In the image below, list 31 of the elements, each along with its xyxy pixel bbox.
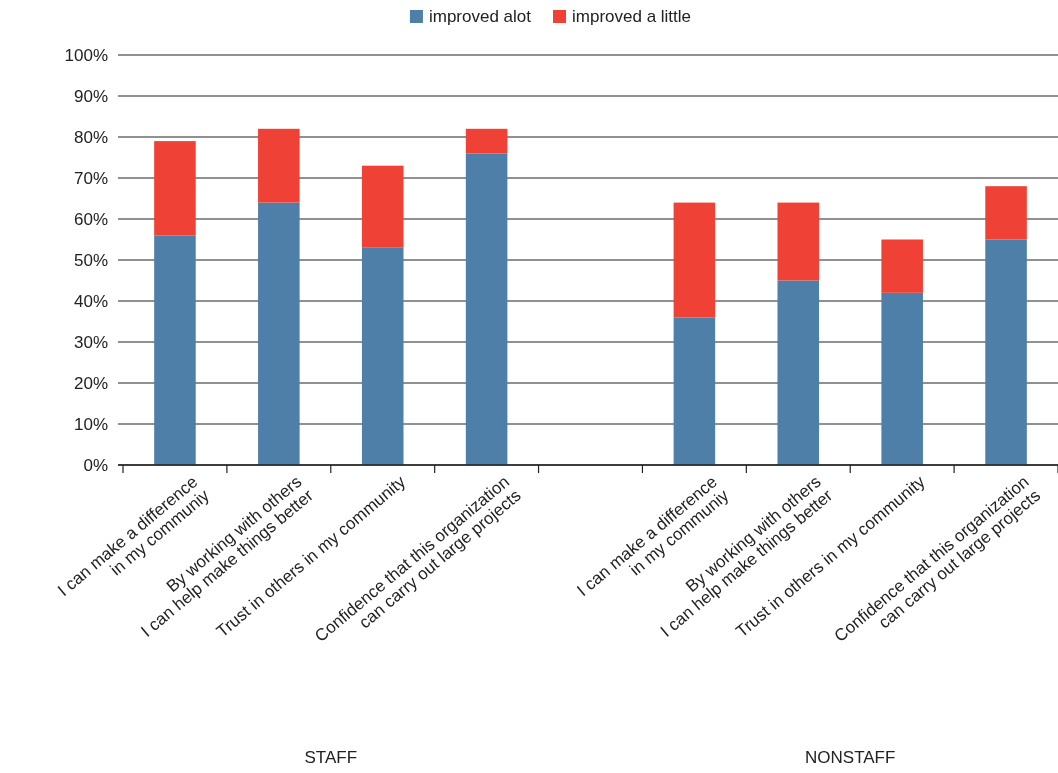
y-tick-label: 0%: [83, 455, 108, 475]
bar: [361, 247, 404, 465]
bar: [258, 202, 300, 465]
bar: [881, 239, 923, 293]
bar: [673, 202, 716, 318]
y-tick-label: 80%: [73, 127, 108, 147]
bar: [673, 317, 716, 465]
bar: [154, 235, 196, 465]
text: NONSTAFF: [805, 748, 896, 767]
bar: [465, 153, 508, 465]
bar: [777, 202, 820, 281]
y-tick-label: 50%: [73, 250, 108, 270]
bar: [881, 292, 923, 465]
bar: [361, 165, 404, 248]
bar: [465, 128, 508, 154]
y-tick-label: 30%: [73, 332, 108, 352]
bar: [258, 128, 300, 203]
bar: [985, 186, 1027, 240]
y-tick-label: 40%: [73, 291, 108, 311]
bar: [154, 141, 196, 236]
y-tick-label: 90%: [73, 86, 108, 106]
bar: [777, 280, 820, 465]
text: STAFF: [304, 748, 358, 767]
y-tick-label: 60%: [73, 209, 108, 229]
bar: [985, 239, 1027, 465]
legend-label: improved alot: [428, 7, 532, 26]
legend-label: improved a little: [572, 7, 692, 26]
y-tick-label: 100%: [64, 45, 108, 65]
y-tick-label: 70%: [73, 168, 108, 188]
y-tick-label: 20%: [73, 373, 108, 393]
y-tick-label: 10%: [73, 414, 108, 434]
